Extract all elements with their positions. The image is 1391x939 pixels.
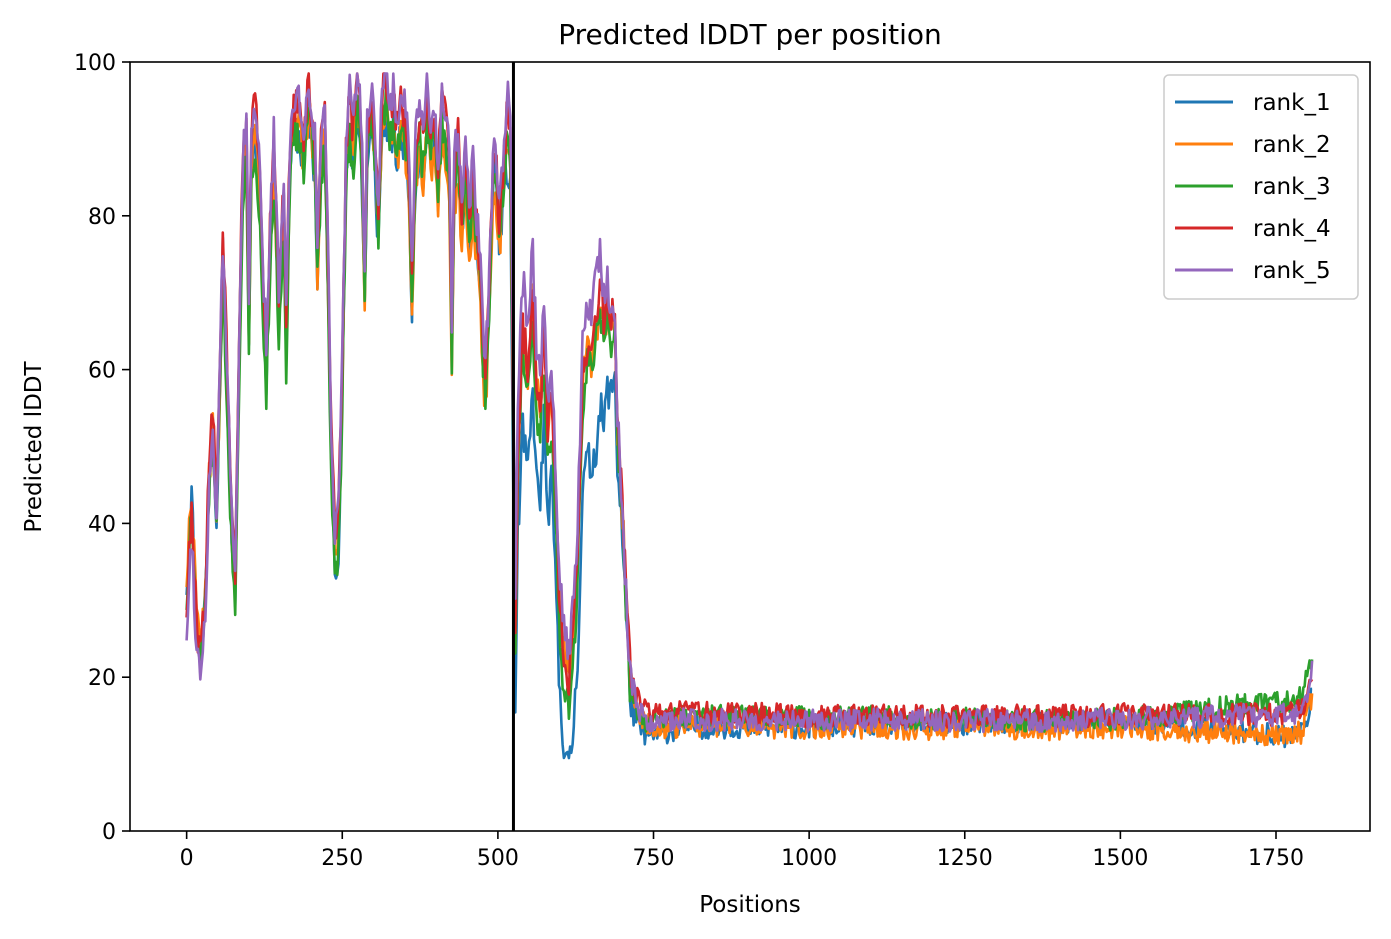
legend-label-rank_5: rank_5 <box>1253 258 1331 284</box>
legend-label-rank_3: rank_3 <box>1253 174 1331 200</box>
plot-frame <box>129 61 1371 832</box>
y-tick-label: 0 <box>102 820 116 845</box>
y-tick-label: 100 <box>74 51 116 76</box>
x-tick-label: 250 <box>321 846 363 871</box>
legend-label-rank_4: rank_4 <box>1253 216 1331 242</box>
series-line-rank_5 <box>185 72 1314 734</box>
y-tick-label: 60 <box>88 359 116 384</box>
y-tick-label: 40 <box>88 512 116 537</box>
x-tick-label: 1750 <box>1248 846 1304 871</box>
y-tick-label: 80 <box>88 205 116 230</box>
legend: rank_1 rank_2 rank_3 rank_4 rank_5 <box>1163 74 1359 300</box>
series-layer <box>185 72 1314 760</box>
x-tick-label: 0 <box>180 846 194 871</box>
x-axis-title: Positions <box>699 892 801 918</box>
y-axis: 0 20 40 60 80 100 <box>74 51 130 845</box>
x-tick-label: 1000 <box>781 846 837 871</box>
chart-title: Predicted lDDT per position <box>558 18 942 51</box>
y-tick-label: 20 <box>88 666 116 691</box>
x-tick-label: 1500 <box>1092 846 1148 871</box>
x-tick-label: 500 <box>477 846 519 871</box>
y-axis-title: Predicted lDDT <box>21 360 47 532</box>
legend-label-rank_1: rank_1 <box>1253 90 1331 116</box>
legend-label-rank_2: rank_2 <box>1253 132 1331 158</box>
legend-box <box>1163 74 1359 300</box>
x-axis: 0 250 500 750 1000 1250 1500 1750 <box>180 831 1304 871</box>
legend-items: rank_1 rank_2 rank_3 rank_4 rank_5 <box>1175 90 1331 284</box>
x-tick-label: 750 <box>633 846 675 871</box>
x-tick-label: 1250 <box>937 846 993 871</box>
